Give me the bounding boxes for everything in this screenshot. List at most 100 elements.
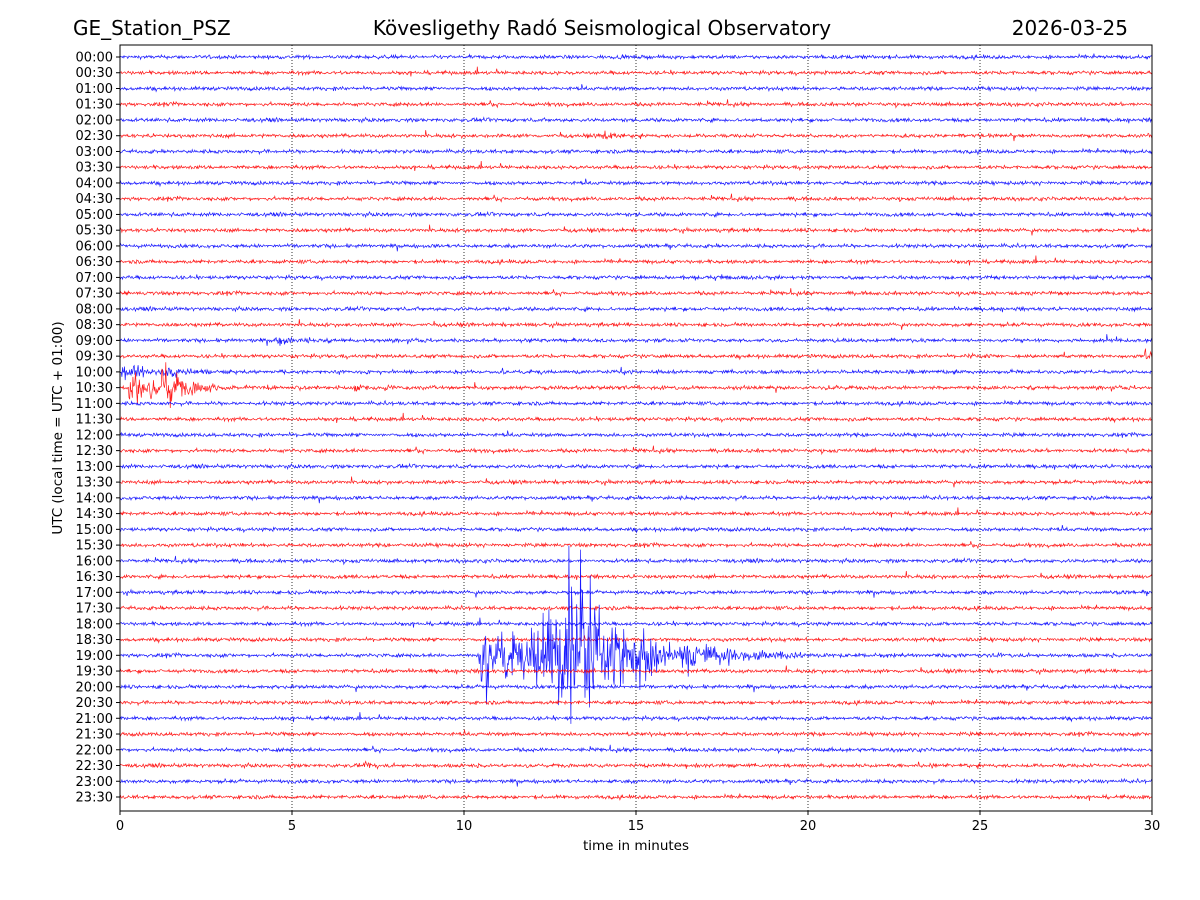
y-tick-label: 14:30: [76, 507, 113, 522]
y-tick-label: 20:00: [76, 680, 113, 695]
y-tick-label: 01:30: [76, 98, 113, 113]
y-tick-label: 23:00: [76, 775, 113, 790]
y-tick-label: 18:00: [76, 617, 113, 632]
trace-line: [119, 274, 1153, 282]
trace-line: [119, 305, 1153, 313]
x-tick-label: 25: [972, 819, 989, 834]
trace-line: [119, 334, 1153, 346]
y-tick-label: 10:00: [76, 365, 113, 380]
trace-line: [119, 99, 1153, 109]
trace-line: [119, 545, 1153, 724]
trace-line: [120, 617, 1153, 628]
x-tick-label: 30: [1144, 819, 1161, 834]
y-tick-label: 05:00: [76, 208, 113, 223]
y-tick-label: 19:30: [76, 665, 113, 680]
y-tick-label: 04:00: [76, 176, 113, 191]
trace-line: [119, 116, 1153, 124]
y-tick-label: 02:30: [76, 129, 113, 144]
trace-line: [119, 53, 1153, 61]
y-tick-label: 17:30: [76, 602, 113, 617]
y-tick-label: 00:30: [76, 66, 113, 81]
y-tick-label: 07:30: [76, 287, 113, 302]
y-tick-label: 19:00: [76, 649, 113, 664]
y-tick-label: 12:30: [76, 444, 113, 459]
trace-line: [119, 665, 1153, 675]
y-tick-label: 08:30: [76, 318, 113, 333]
y-tick-label: 17:00: [76, 586, 113, 601]
grid-lines: [291, 45, 981, 811]
trace-line: [119, 445, 1153, 456]
trace-line: [119, 712, 1153, 723]
trace-line: [119, 147, 1153, 156]
y-tick-label: 21:30: [76, 728, 113, 743]
date-title: 2026-03-25: [1012, 16, 1128, 40]
y-tick-label: 07:00: [76, 271, 113, 286]
x-tick-label: 0: [116, 819, 124, 834]
trace-line: [119, 507, 1153, 518]
trace-line: [119, 635, 1153, 644]
trace-line: [119, 588, 1153, 598]
trace-line: [119, 412, 1153, 424]
trace-line: [119, 84, 1153, 93]
trace-line: [119, 348, 1153, 361]
trace-line: [120, 364, 1153, 381]
x-tick-label: 15: [628, 819, 645, 834]
y-tick-label: 11:30: [76, 413, 113, 428]
y-tick-label: 16:00: [76, 554, 113, 569]
y-tick-label: 15:00: [76, 523, 113, 538]
trace-line: [119, 178, 1153, 188]
trace-line: [119, 698, 1153, 707]
y-tick-label: 13:00: [76, 460, 113, 475]
y-tick-label: 08:00: [76, 302, 113, 317]
trace-line: [120, 744, 1153, 755]
trace-line: [119, 571, 1153, 581]
trace-line: [119, 683, 1153, 693]
y-axis: 00:0000:3001:0001:3002:0002:3003:0003:30…: [76, 51, 120, 806]
y-tick-label: 14:00: [76, 491, 113, 506]
y-tick-label: 20:30: [76, 696, 113, 711]
trace-line: [119, 362, 1153, 409]
trace-line: [119, 494, 1153, 504]
y-tick-label: 02:00: [76, 113, 113, 128]
trace-line: [119, 399, 1153, 408]
trace-line: [119, 224, 1153, 236]
y-tick-label: 06:30: [76, 255, 113, 270]
x-axis: 0 5 10 15 20 25 30: [116, 811, 1160, 834]
x-tick-label: 10: [456, 819, 473, 834]
y-tick-label: 12:00: [76, 428, 113, 443]
y-tick-label: 01:00: [76, 82, 113, 97]
trace-line: [119, 541, 1153, 550]
trace-line: [119, 193, 1153, 203]
y-tick-label: 16:30: [76, 570, 113, 585]
y-tick-label: 13:30: [76, 476, 113, 491]
y-tick-label: 23:30: [76, 791, 113, 806]
trace-line: [119, 760, 1153, 770]
traces: [119, 53, 1153, 801]
y-tick-label: 00:00: [76, 51, 113, 66]
x-axis-label: time in minutes: [583, 838, 689, 854]
trace-line: [119, 462, 1153, 471]
trace-line: [119, 242, 1153, 252]
trace-line: [119, 555, 1153, 566]
y-tick-label: 11:00: [76, 397, 113, 412]
y-tick-label: 03:00: [76, 145, 113, 160]
y-tick-label: 22:00: [76, 743, 113, 758]
y-tick-label: 10:30: [76, 381, 113, 396]
y-axis-label: UTC (local time = UTC + 01:00): [50, 321, 66, 534]
trace-line: [119, 777, 1153, 787]
trace-line: [119, 729, 1153, 738]
trace-line: [119, 160, 1153, 172]
x-tick-label: 5: [288, 819, 296, 834]
trace-line: [119, 66, 1153, 77]
y-tick-label: 04:30: [76, 192, 113, 207]
y-tick-label: 18:30: [76, 633, 113, 648]
trace-line: [119, 288, 1153, 298]
y-tick-label: 09:00: [76, 334, 113, 349]
trace-line: [119, 525, 1153, 534]
trace-line: [119, 793, 1153, 801]
station-title: GE_Station_PSZ: [73, 16, 231, 40]
trace-line: [119, 255, 1153, 266]
x-tick-label: 20: [800, 819, 817, 834]
observatory-title: Kövesligethy Radó Seismological Observat…: [373, 16, 831, 40]
